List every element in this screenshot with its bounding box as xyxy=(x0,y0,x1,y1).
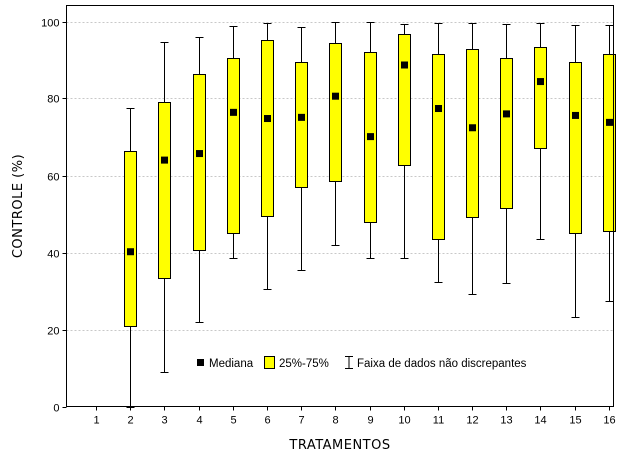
iqr-box xyxy=(466,49,479,218)
iqr-box xyxy=(603,54,616,232)
iqr-box xyxy=(534,47,547,149)
x-axis-title: TRATAMENTOS xyxy=(288,438,390,453)
x-tick-label: 9 xyxy=(367,415,373,427)
y-axis-title: CONTROLE (%) xyxy=(11,154,26,258)
iqr-box xyxy=(227,58,240,234)
median-marker xyxy=(469,124,476,132)
legend: Mediana 25%-75% Faixa de dados não discr… xyxy=(197,356,527,370)
legend-whisker-label: Faixa de dados não discrepantes xyxy=(357,358,527,370)
y-axis: 0 20 40 60 80 100 xyxy=(41,18,67,415)
median-marker xyxy=(572,111,579,119)
median-marker xyxy=(503,110,510,118)
legend-median-label: Mediana xyxy=(209,358,254,370)
medians xyxy=(127,61,613,256)
iqr-box xyxy=(295,62,308,188)
x-tick-label: 7 xyxy=(298,415,304,427)
x-tick-label: 3 xyxy=(161,415,167,427)
x-tick-label: 8 xyxy=(332,415,338,427)
median-marker xyxy=(264,115,271,123)
x-tick-label: 14 xyxy=(534,415,546,427)
iqr-box xyxy=(569,62,582,234)
median-marker xyxy=(401,61,408,69)
iqr-box xyxy=(432,54,445,240)
x-tick-label: 16 xyxy=(603,415,615,427)
median-marker xyxy=(196,150,203,158)
iqr-box xyxy=(158,102,171,279)
median-marker xyxy=(298,113,305,121)
median-marker xyxy=(367,133,374,141)
x-axis: 1 2 3 4 5 6 7 8 9 10 11 12 13 14 15 16 xyxy=(93,406,616,427)
y-tick-label: 20 xyxy=(47,326,59,338)
iqr-box xyxy=(329,43,342,182)
x-tick-label: 2 xyxy=(127,415,133,427)
x-tick-label: 4 xyxy=(196,415,202,427)
median-marker xyxy=(606,118,613,126)
y-tick-label: 80 xyxy=(47,94,59,106)
x-tick-label: 5 xyxy=(230,415,236,427)
x-tick-label: 6 xyxy=(264,415,270,427)
plot-border xyxy=(66,5,614,407)
median-marker xyxy=(332,92,339,100)
x-tick-label: 12 xyxy=(466,415,478,427)
legend-box-swatch xyxy=(264,356,275,369)
x-tick-label: 15 xyxy=(569,415,581,427)
iqr-box xyxy=(398,34,411,166)
y-tick-label: 100 xyxy=(41,18,59,30)
x-tick-label: 10 xyxy=(398,415,410,427)
y-tick-label: 0 xyxy=(53,403,59,415)
median-marker xyxy=(161,156,168,164)
median-marker xyxy=(435,105,442,113)
iqr-box xyxy=(261,40,274,217)
median-marker xyxy=(537,78,544,86)
median-marker xyxy=(230,108,237,116)
x-tick-label: 13 xyxy=(500,415,512,427)
y-tick-label: 40 xyxy=(47,249,59,261)
legend-whisker-swatch xyxy=(345,356,353,369)
iqr-box xyxy=(124,151,137,327)
x-tick-label: 1 xyxy=(93,415,99,427)
iqr-box xyxy=(500,58,513,209)
legend-median-swatch xyxy=(197,359,204,366)
x-tick-label: 11 xyxy=(433,415,444,427)
median-marker xyxy=(127,248,134,256)
iqr-box xyxy=(193,74,206,251)
legend-box-label: 25%-75% xyxy=(279,358,329,370)
y-tick-label: 60 xyxy=(47,172,59,184)
